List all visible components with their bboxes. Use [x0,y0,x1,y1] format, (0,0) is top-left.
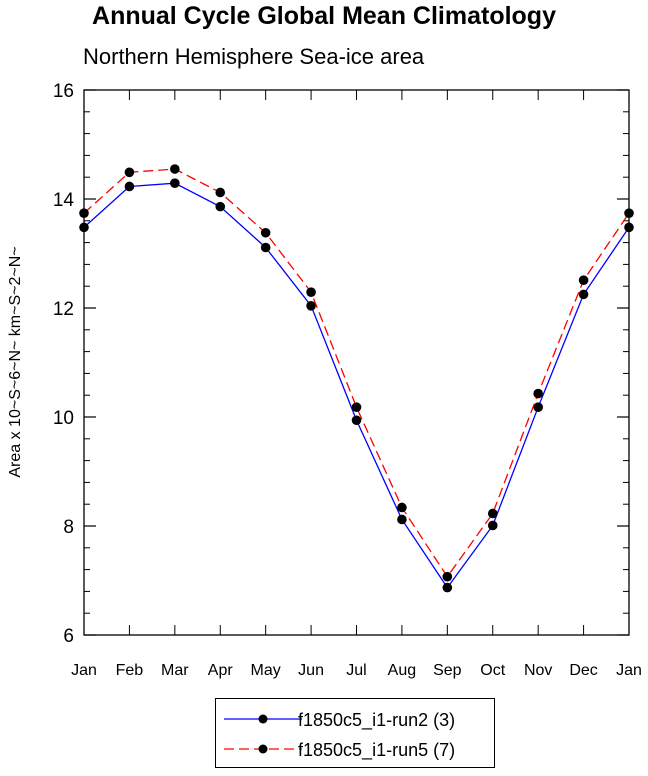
data-point [533,388,543,399]
data-point [306,301,316,311]
data-point [170,178,180,188]
data-point [578,289,589,300]
data-point [351,415,362,426]
x-tick-label: Aug [388,662,416,679]
y-tick-label: 10 [53,408,74,429]
x-tick-label: Jul [346,662,366,679]
data-point [624,222,634,233]
legend-entry-run5: f1850c5_i1-run5 (7) [216,734,494,764]
x-tick-label: Dec [569,662,597,679]
plot-area: Jan Feb Mar Apr May Jun Jul Aug Sep Oct Nov Dec Jan 6… [53,81,642,679]
y-tick-label: 16 [53,81,74,102]
data-point [215,201,226,212]
data-point [624,208,634,218]
x-tick-label: Jun [298,662,324,679]
plot-frame [83,89,630,636]
data-point [533,402,543,412]
legend-label-run5: f1850c5_i1-run5 (7) [298,740,456,760]
data-point [578,275,589,286]
data-point [351,402,362,412]
data-point [487,520,498,531]
data-point [215,187,226,198]
x-tick-label: Jan [71,662,97,679]
data-point [124,181,135,192]
y-tick-label: 14 [53,190,75,211]
series-line-2 [83,168,630,578]
legend-swatch-run2 [224,714,302,724]
chart-title: Annual Cycle Global Mean Climatology [92,2,556,30]
x-tick-label: Feb [116,662,144,679]
data-point [260,227,271,238]
x-tick-label: Jan [616,662,642,679]
x-tick-label: Sep [433,662,462,679]
series-line-1 [83,182,630,589]
legend-swatch-run5 [224,744,302,754]
data-point [442,571,453,582]
data-point [397,514,407,525]
series-layer [79,164,634,593]
data-point [487,508,498,519]
data-point [306,287,316,297]
x-tick-label: Nov [524,662,552,679]
data-point [124,167,135,178]
x-tick-label: Mar [161,662,189,679]
y-tick-label: 12 [53,299,74,320]
x-tick-label: Apr [208,662,234,679]
x-tick-label: Oct [480,662,505,679]
data-point [79,208,89,218]
axes: Jan Feb Mar Apr May Jun Jul Aug Sep Oct Nov Dec Jan 6… [53,81,642,679]
data-point [170,164,180,174]
legend-label-run2: f1850c5_i1-run2 (3) [298,710,456,730]
data-point [260,242,271,253]
data-point [397,502,407,513]
y-tick-label: 8 [63,517,74,538]
chart-subtitle: Northern Hemisphere Sea-ice area [83,44,425,69]
x-tick-label: May [251,662,281,679]
y-tick-label: 6 [63,626,74,647]
data-point [79,222,89,233]
legend-entry-run2: f1850c5_i1-run2 (3) [216,704,494,734]
legend: f1850c5_i1-run2 (3) f1850c5_i1-run5 (7) [215,698,495,768]
data-point [442,582,453,593]
